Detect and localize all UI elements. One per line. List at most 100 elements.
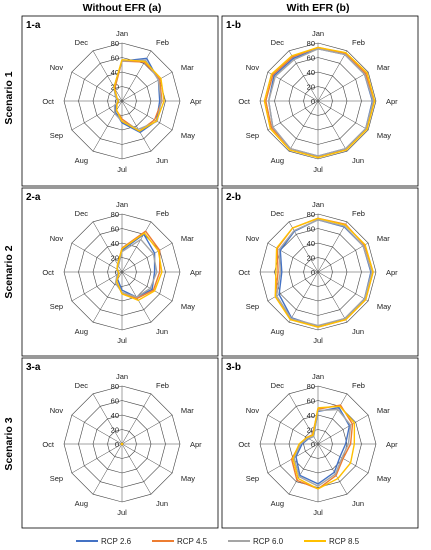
spoke-1-b-may — [317, 100, 369, 131]
month-label-1-a-may: May — [181, 131, 195, 140]
month-label-3-b-jun: Jun — [352, 499, 364, 508]
month-label-3-a-jul: Jul — [117, 508, 127, 517]
month-label-1-a-oct: Oct — [42, 97, 55, 106]
spoke-3-a-mar — [121, 414, 173, 445]
month-label-3-b-feb: Feb — [352, 381, 365, 390]
month-label-1-b-may: May — [377, 131, 391, 140]
legend-label-rcp-8-5: RCP 8.5 — [329, 537, 360, 546]
panel-frame-3-b — [221, 357, 419, 529]
spoke-3-a-may — [121, 443, 173, 474]
month-label-2-b-oct: Oct — [238, 268, 251, 277]
month-label-2-a-mar: Mar — [181, 234, 194, 243]
spoke-2-a-may — [121, 271, 173, 302]
panel-label-1-a: 1-a — [26, 20, 41, 31]
tick-label-1-b-0: 0 — [311, 97, 315, 106]
spoke-1-a-mar — [121, 71, 173, 102]
tick-label-1-a-0: 0 — [115, 97, 119, 106]
month-label-1-b-feb: Feb — [352, 38, 365, 47]
series-line-2-b-rcp-2-6 — [278, 219, 372, 328]
month-label-2-b-jul: Jul — [313, 336, 323, 345]
spoke-3-b-mar — [317, 414, 369, 445]
spoke-1-a-aug — [92, 100, 123, 152]
tick-label-1-a-80: 80 — [111, 39, 119, 48]
spoke-1-b-sep — [267, 100, 319, 131]
month-label-3-a-apr: Apr — [190, 440, 202, 449]
spoke-2-a-nov — [71, 242, 123, 273]
spoke-2-b-feb — [317, 221, 348, 273]
month-label-2-b-dec: Dec — [271, 209, 285, 218]
spoke-3-a-aug — [92, 443, 123, 495]
month-label-1-a-dec: Dec — [75, 38, 89, 47]
tick-label-3-a-60: 60 — [111, 397, 119, 406]
panel-frame-1-a — [21, 15, 219, 187]
spoke-1-b-jun — [317, 100, 348, 152]
spoke-3-a-feb — [121, 393, 152, 445]
tick-label-2-a-0: 0 — [115, 268, 119, 277]
month-label-2-a-feb: Feb — [156, 209, 169, 218]
month-label-3-b-aug: Aug — [271, 499, 284, 508]
spoke-1-a-sep — [71, 100, 123, 131]
tick-label-3-b-40: 40 — [307, 411, 315, 420]
spoke-2-a-mar — [121, 242, 173, 273]
column-header-without-efr: Without EFR (a) — [83, 2, 162, 14]
panel-label-2-a: 2-a — [26, 192, 41, 203]
month-label-3-a-jun: Jun — [156, 499, 168, 508]
panel-frame-2-b — [221, 187, 419, 357]
month-label-3-a-mar: Mar — [181, 406, 194, 415]
month-label-2-a-oct: Oct — [42, 268, 55, 277]
spoke-1-b-mar — [317, 71, 369, 102]
month-label-3-a-sep: Sep — [50, 474, 63, 483]
panel-label-1-b: 1-b — [226, 20, 241, 31]
month-label-3-b-sep: Sep — [246, 474, 259, 483]
month-label-1-a-nov: Nov — [50, 63, 64, 72]
month-label-1-b-apr: Apr — [386, 97, 398, 106]
month-label-2-a-sep: Sep — [50, 302, 63, 311]
tick-label-3-a-20: 20 — [111, 426, 119, 435]
tick-label-2-a-80: 80 — [111, 210, 119, 219]
panel-frame-1-b — [221, 15, 419, 187]
series-line-2-a-rcp-8-5 — [115, 232, 163, 301]
spoke-1-b-nov — [267, 71, 319, 102]
panel-frame-2-a — [21, 187, 219, 357]
legend: RCP 2.6 RCP 4.5 RCP 6.0 RCP 8.5 — [76, 537, 360, 546]
month-label-1-b-mar: Mar — [377, 63, 390, 72]
series-line-1-b-rcp-6-0 — [268, 48, 374, 157]
row-header-scenario-3: Scenario 3 — [3, 417, 15, 470]
spoke-2-b-mar — [317, 242, 369, 273]
spoke-1-a-jun — [121, 100, 152, 152]
spoke-2-a-feb — [121, 221, 152, 273]
month-label-2-a-jul: Jul — [117, 336, 127, 345]
series-line-3-b-rcp-6-0 — [293, 408, 352, 487]
month-label-1-a-jun: Jun — [156, 156, 168, 165]
spoke-2-b-may — [317, 271, 369, 302]
series-line-2-b-rcp-8-5 — [274, 217, 374, 328]
month-label-1-b-sep: Sep — [246, 131, 259, 140]
tick-label-3-a-40: 40 — [111, 411, 119, 420]
series-line-3-b-rcp-8-5 — [292, 405, 356, 490]
month-label-2-b-mar: Mar — [377, 234, 390, 243]
month-label-2-a-jun: Jun — [156, 327, 168, 336]
month-label-3-a-jan: Jan — [116, 372, 128, 381]
spoke-3-b-aug — [288, 443, 319, 495]
month-label-1-b-nov: Nov — [246, 63, 260, 72]
month-label-2-a-nov: Nov — [50, 234, 64, 243]
month-label-2-b-jan: Jan — [312, 200, 324, 209]
spoke-1-a-feb — [121, 50, 152, 102]
month-label-3-b-jul: Jul — [313, 508, 323, 517]
spoke-1-b-aug — [288, 100, 319, 152]
spoke-1-a-nov — [71, 71, 123, 102]
month-label-1-a-jul: Jul — [117, 165, 127, 174]
spoke-3-a-jun — [121, 443, 152, 495]
legend-label-rcp-6-0: RCP 6.0 — [253, 537, 284, 546]
tick-label-3-b-80: 80 — [307, 382, 315, 391]
spoke-3-a-dec — [92, 393, 123, 445]
month-label-3-a-may: May — [181, 474, 195, 483]
tick-label-2-b-40: 40 — [307, 239, 315, 248]
series-line-2-b-rcp-6-0 — [275, 219, 373, 327]
legend-label-rcp-2-6: RCP 2.6 — [101, 537, 132, 546]
